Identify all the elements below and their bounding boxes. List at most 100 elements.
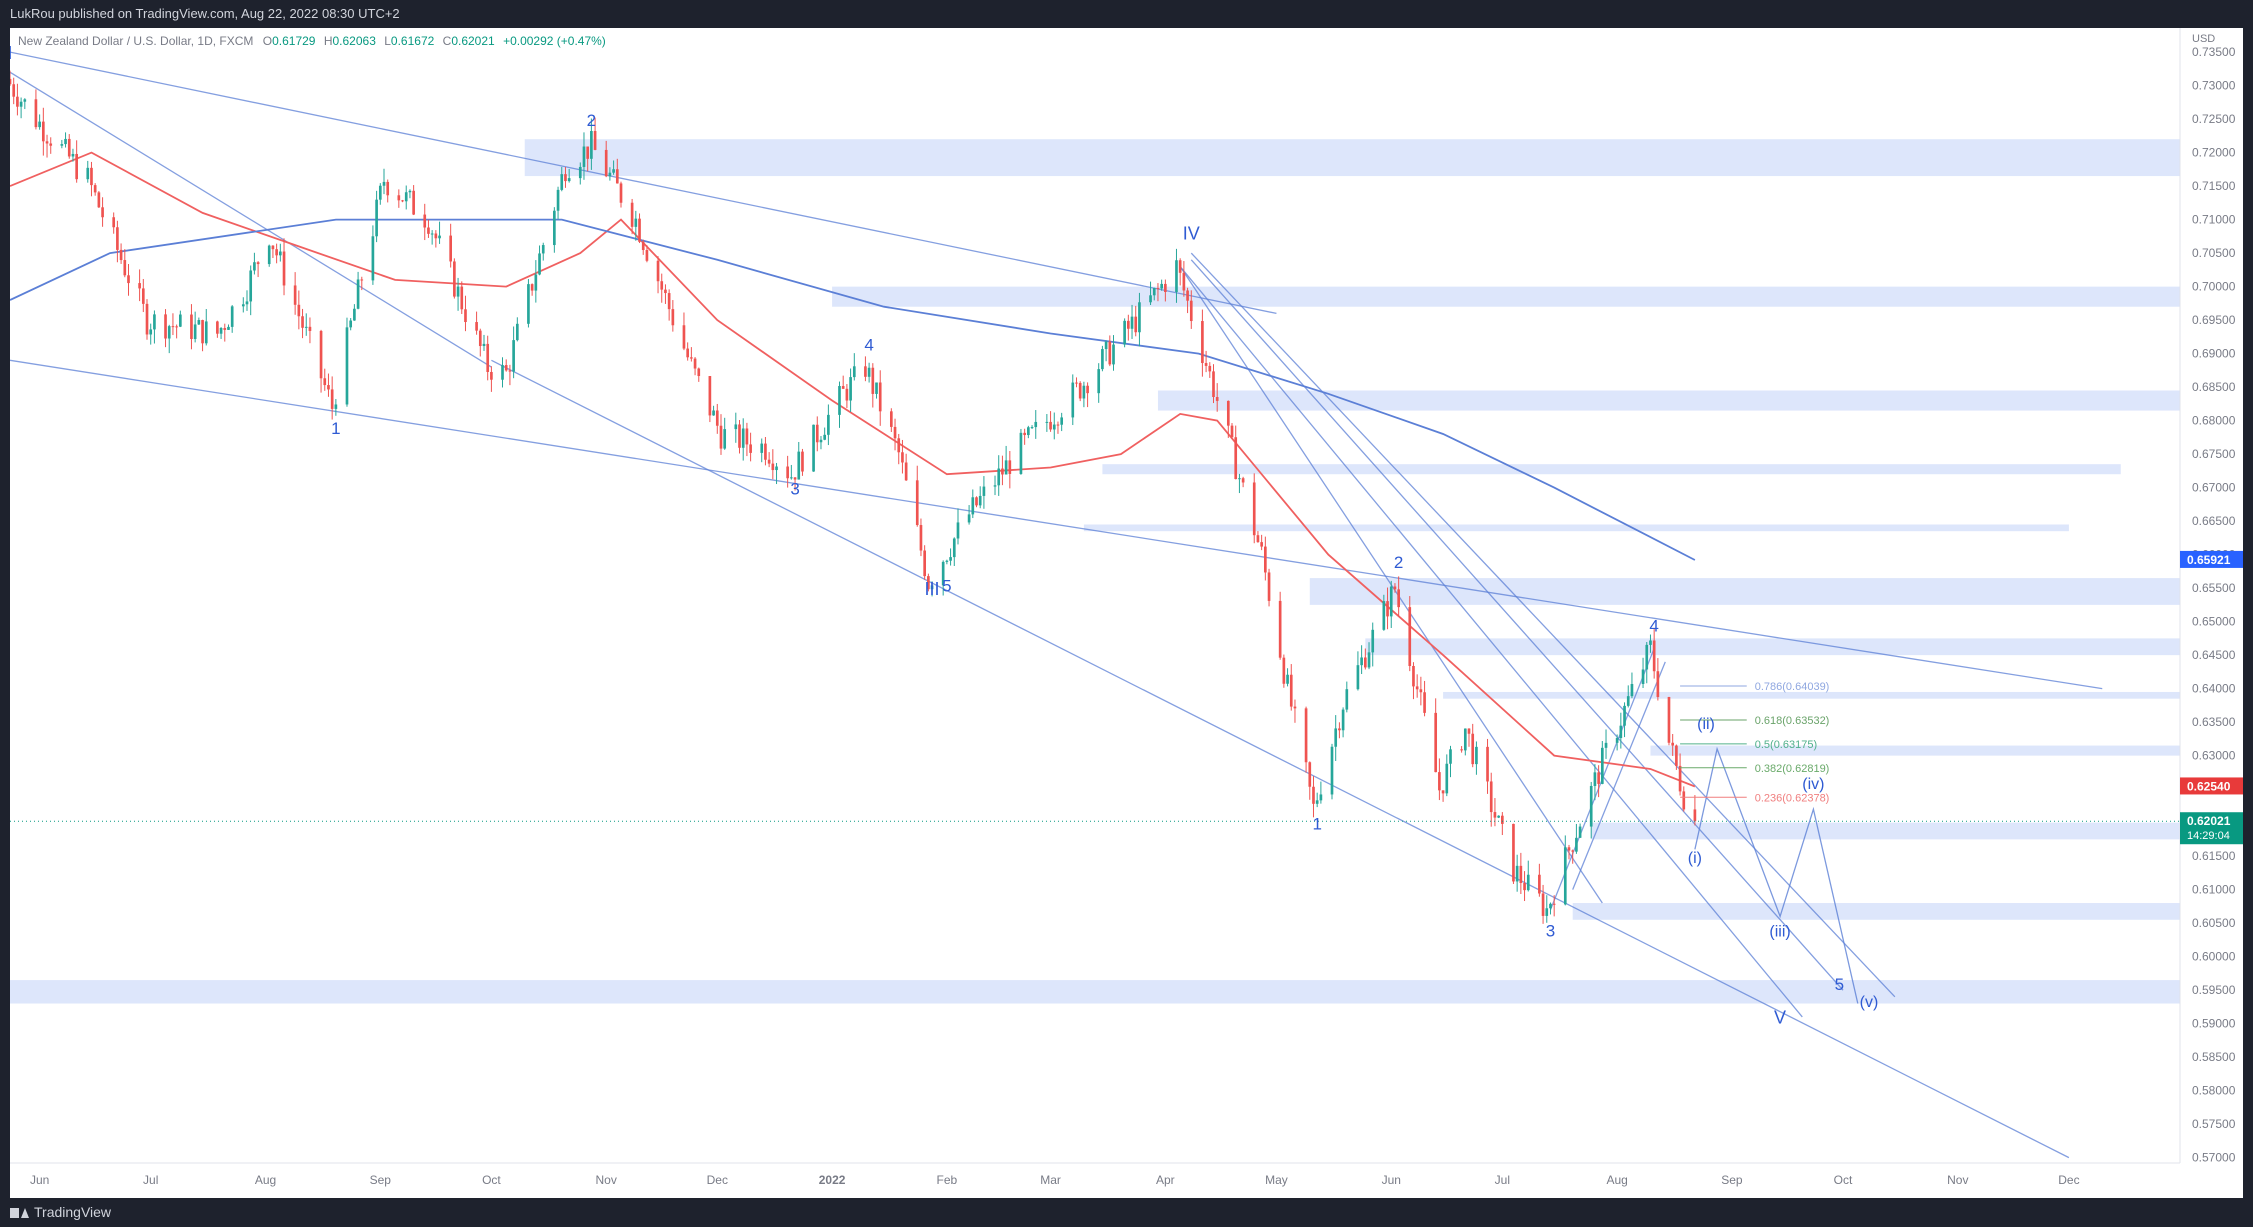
candle-body-73 [382,181,386,186]
candle-body-247 [1286,674,1289,684]
candle-body-5 [34,99,38,128]
candle-body-28 [149,329,153,335]
candle-body-33 [175,326,178,328]
candle-body-42 [223,328,227,330]
candle-body-86 [453,261,456,297]
candle-body-257 [1338,728,1341,731]
footer-bar: TradingView [0,1198,2253,1227]
x-tick-0: Jun [30,1173,49,1187]
tradingview-logo[interactable]: TradingView [10,1198,111,1227]
candle-body-75 [397,195,401,201]
price-chart[interactable]: Jun Jul Aug Sep Oct Nov Dec 2022 Feb Mar Apr May Jun… [7,28,2243,1198]
candle-body-55 [293,285,297,305]
candle-body-6 [38,121,41,128]
x-tick-3: Sep [370,1173,392,1187]
candle-body-85 [449,235,452,262]
candle-body-282 [1467,728,1471,734]
candle-body-82 [430,233,434,235]
candle-body-83 [434,233,438,239]
candle-body-72 [378,185,382,200]
candle-body-134 [697,368,701,377]
wave-label-18: V [1774,1008,1786,1028]
candle-body-307 [1597,772,1600,784]
y-tick-17: 0.65000 [2192,615,2236,629]
candle-body-149 [775,466,778,471]
candle-body-174 [904,462,908,481]
candle-body-229 [1189,300,1193,322]
candle-body-294 [1526,874,1530,891]
candle-body-92 [482,343,486,347]
candle-body-49 [256,262,260,265]
x-tick-5: Nov [596,1173,617,1187]
candle-body-215 [1123,320,1126,345]
candle-body-159 [827,414,830,435]
candle-body-201 [1049,421,1052,430]
x-tick-8: Feb [937,1173,958,1187]
candle-body-29 [153,314,156,330]
candle-body-7 [41,121,45,142]
candle-body-35 [190,314,193,340]
y-tick-18: 0.64500 [2192,648,2236,662]
candle-body-110 [578,166,582,179]
candle-body-97 [508,370,512,372]
candle-body-0 [8,78,12,85]
candle-body-60 [319,330,323,379]
candle-body-95 [501,365,504,380]
candle-body-265 [1382,601,1386,630]
candle-body-288 [1497,815,1500,818]
candle-body-183 [952,538,956,558]
wave-label-11: 4 [1649,617,1658,636]
candle-body-206 [1075,382,1078,384]
chart-panel[interactable]: Jun Jul Aug Sep Oct Nov Dec 2022 Feb Mar Apr May Jun… [7,28,2243,1198]
candle-body-167 [871,367,875,394]
candle-body-261 [1360,657,1363,666]
candle-body-102 [534,274,538,291]
y-tick-9: 0.69000 [2192,347,2236,361]
candle-body-34 [179,314,182,327]
legend-o-label: O [263,34,272,48]
price-badge-sub-2: 14:29:04 [2187,830,2230,842]
candle-body-71 [375,199,378,237]
candle-body-76 [401,200,404,202]
candle-body-46 [245,301,249,305]
candle-body-12 [67,138,71,157]
legend-h-label: H [324,34,333,48]
candle-body-246 [1282,657,1286,684]
candle-body-315 [1641,669,1645,684]
candle-body-290 [1512,823,1515,882]
candle-body-153 [797,451,801,480]
candle-body-113 [590,131,593,159]
candle-body-74 [386,181,390,196]
candle-body-199 [1034,421,1038,428]
candle-body-166 [867,367,871,377]
candle-body-268 [1393,586,1397,590]
candle-body-179 [930,585,934,590]
candle-body-133 [693,358,697,369]
candle-body-202 [1052,424,1056,430]
candle-body-140 [734,424,738,430]
y-tick-21: 0.63000 [2192,749,2236,763]
legend-c-value: 0.62021 [451,34,495,48]
price-badge-0 [2180,550,2243,568]
trendline-2 [491,359,2070,1159]
candle-body-251 [1308,762,1312,787]
candle-body-231 [1204,363,1208,366]
candle-body-302 [1571,850,1575,852]
wave-label-14: (iv) [1802,776,1824,793]
candle-body-210 [1097,369,1101,394]
candle-body-312 [1623,705,1626,726]
y-tick-1: 0.73000 [2192,79,2236,93]
candle-body-80 [423,214,427,228]
y-tick-26: 0.60500 [2192,916,2236,930]
candle-body-30 [164,314,167,339]
zone-1 [832,286,2180,307]
candle-body-10 [60,144,64,146]
x-tick-16: Oct [1834,1173,1853,1187]
candle-body-273 [1419,689,1423,693]
x-tick-11: May [1265,1173,1288,1187]
candle-body-280 [1460,749,1463,751]
candle-body-118 [615,169,619,184]
wave-label-9: 2 [1394,553,1403,572]
price-axis-background [2180,28,2243,1198]
candle-body-65 [345,327,349,405]
